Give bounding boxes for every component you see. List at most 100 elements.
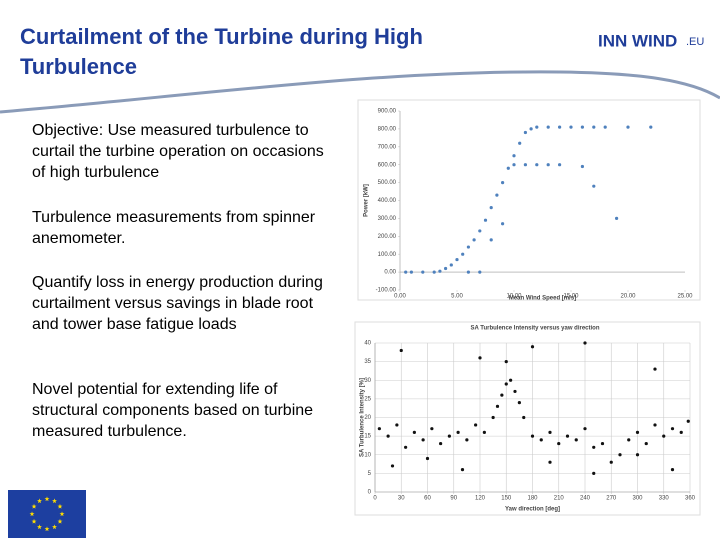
y-tick-label: 25: [364, 396, 371, 402]
point: [489, 238, 493, 242]
y-tick-label: 400.00: [378, 198, 397, 204]
point: [513, 389, 517, 394]
point: [523, 163, 528, 167]
point: [483, 218, 488, 222]
point: [600, 441, 605, 446]
eu-star: [57, 503, 63, 509]
point: [627, 438, 631, 442]
point: [466, 270, 470, 274]
logo-box: [590, 18, 710, 64]
point: [530, 434, 535, 438]
point: [644, 441, 648, 446]
bullet: Novel potential for extending life of st…: [32, 381, 314, 440]
point: [592, 471, 596, 475]
point: [592, 184, 596, 188]
point: [447, 434, 451, 438]
point: [495, 404, 500, 408]
point: [686, 419, 690, 423]
x-tick-label: 150: [501, 496, 512, 502]
logo-left: INN: [598, 31, 627, 50]
bullet: Objective: Use measured turbulence to cu…: [32, 122, 324, 181]
x-axis-label: Mean Wind Speed [m/s]: [509, 296, 576, 302]
point: [546, 163, 550, 167]
point: [592, 445, 596, 449]
eu-star: [31, 518, 37, 524]
point: [539, 438, 543, 442]
eu-star: [37, 498, 42, 504]
point: [377, 427, 381, 431]
x-tick-label: 90: [450, 496, 457, 502]
y-tick-label: 40: [364, 341, 371, 347]
bullet: Quantify loss in energy production durin…: [32, 274, 323, 333]
point: [565, 434, 570, 438]
point: [425, 456, 430, 461]
point: [557, 441, 561, 446]
point: [583, 427, 587, 431]
point: [444, 266, 448, 271]
point: [501, 222, 505, 226]
point: [626, 125, 630, 129]
point: [491, 415, 495, 420]
x-tick-label: 0.00: [394, 294, 406, 300]
point: [438, 269, 442, 273]
y-tick-label: 200.00: [378, 234, 397, 240]
point: [500, 393, 504, 397]
logo-right: .EU: [686, 36, 704, 48]
point: [460, 468, 465, 472]
point: [409, 270, 413, 274]
y-tick-label: 800.00: [378, 126, 397, 132]
y-tick-label: 900.00: [378, 109, 397, 115]
point: [478, 229, 482, 233]
x-tick-label: 120: [475, 496, 486, 502]
point: [548, 460, 552, 464]
chart-frame: [357, 99, 701, 301]
point: [535, 125, 539, 129]
point: [618, 453, 622, 457]
point: [583, 341, 587, 345]
x-tick-label: 240: [580, 496, 591, 502]
point: [465, 438, 469, 442]
point: [518, 141, 522, 145]
x-tick-label: 5.00: [451, 294, 463, 300]
point: [653, 423, 657, 427]
swoosh: [0, 70, 720, 114]
x-tick-label: 300: [632, 496, 643, 502]
point: [432, 270, 436, 274]
point: [635, 430, 640, 434]
y-axis-label: SA Turbulence Intensity [%]: [360, 378, 366, 457]
point: [517, 401, 521, 405]
y-tick-label: 500.00: [378, 180, 397, 186]
x-tick-label: 15.00: [563, 294, 579, 300]
eu-star: [59, 511, 65, 517]
point: [529, 127, 533, 131]
eu-star: [44, 496, 50, 502]
point: [504, 360, 508, 364]
point: [466, 245, 470, 249]
y-tick-label: 0.00: [384, 270, 396, 276]
point: [653, 367, 657, 371]
x-tick-label: 360: [685, 496, 696, 502]
point: [558, 125, 562, 129]
point: [530, 345, 535, 349]
point: [558, 163, 562, 167]
x-tick-label: 0: [373, 496, 377, 502]
y-tick-label: 20: [364, 415, 371, 421]
y-tick-label: 600.00: [378, 162, 397, 168]
point: [489, 206, 493, 210]
point: [421, 270, 425, 274]
point: [404, 445, 408, 449]
eu-star: [37, 524, 42, 530]
x-axis-label: Yaw direction [deg]: [505, 507, 560, 513]
point: [523, 130, 528, 135]
x-tick-label: 180: [527, 496, 538, 502]
point: [395, 423, 399, 427]
point: [512, 154, 516, 158]
point: [574, 438, 578, 442]
point: [412, 430, 416, 434]
y-tick-label: 100.00: [378, 252, 397, 258]
x-tick-label: 20.00: [620, 294, 636, 300]
point: [522, 415, 526, 420]
point: [449, 263, 453, 267]
